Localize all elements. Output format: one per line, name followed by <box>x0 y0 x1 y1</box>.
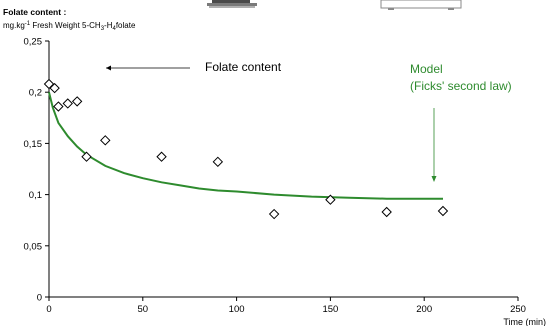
data-point <box>62 98 73 109</box>
annotation-folate-label: Folate content <box>205 60 282 74</box>
annotation-folate-arrow-head <box>106 65 111 71</box>
x-tick-label: 100 <box>229 304 245 315</box>
y-axis-unit: mg.kg-1 Fresh Weight 5-CH3-H4folate <box>3 21 136 32</box>
data-point <box>49 82 60 94</box>
annotation-model-sublabel: (Ficks' second law) <box>410 79 512 93</box>
y-axis-title: Folate content : <box>3 7 66 17</box>
series-folate-points <box>43 78 449 220</box>
series-model-line <box>48 91 443 200</box>
data-point <box>381 206 392 218</box>
x-tick-label: 250 <box>510 304 526 315</box>
y-tick-label: 0,05 <box>24 241 43 252</box>
y-tick-label: 0 <box>37 293 42 304</box>
y-tick-label: 0,25 <box>24 37 43 48</box>
y-tick-label: 0,1 <box>29 190 42 201</box>
x-axis-title: Time (min) <box>503 317 546 326</box>
data-point <box>268 208 280 220</box>
annotation-model: Model (Ficks' second law) <box>410 62 512 182</box>
data-point <box>43 78 55 90</box>
top-illustration-right <box>380 0 462 10</box>
data-point <box>325 194 336 205</box>
annotation-model-label: Model <box>410 62 443 76</box>
annotation-model-arrow-head <box>431 176 437 182</box>
y-tick-label: 0,2 <box>29 88 42 99</box>
x-axis-ticks: 0 50 100 150 200 250 <box>46 297 526 315</box>
y-axis-ticks: 0 0,05 0,1 0,15 0,2 0,25 <box>24 37 49 304</box>
data-point <box>71 96 83 107</box>
data-point <box>437 205 449 217</box>
data-point <box>81 151 92 162</box>
x-tick-label: 50 <box>138 304 149 315</box>
data-point <box>100 135 111 146</box>
data-point <box>156 151 167 162</box>
x-tick-label: 150 <box>322 304 338 315</box>
annotation-folate: Folate content <box>106 60 282 74</box>
y-tick-label: 0,15 <box>24 139 43 150</box>
top-illustration-left <box>207 0 257 8</box>
data-point <box>53 101 64 112</box>
data-point <box>212 156 224 168</box>
x-tick-label: 0 <box>46 304 51 315</box>
x-tick-label: 200 <box>416 304 432 315</box>
